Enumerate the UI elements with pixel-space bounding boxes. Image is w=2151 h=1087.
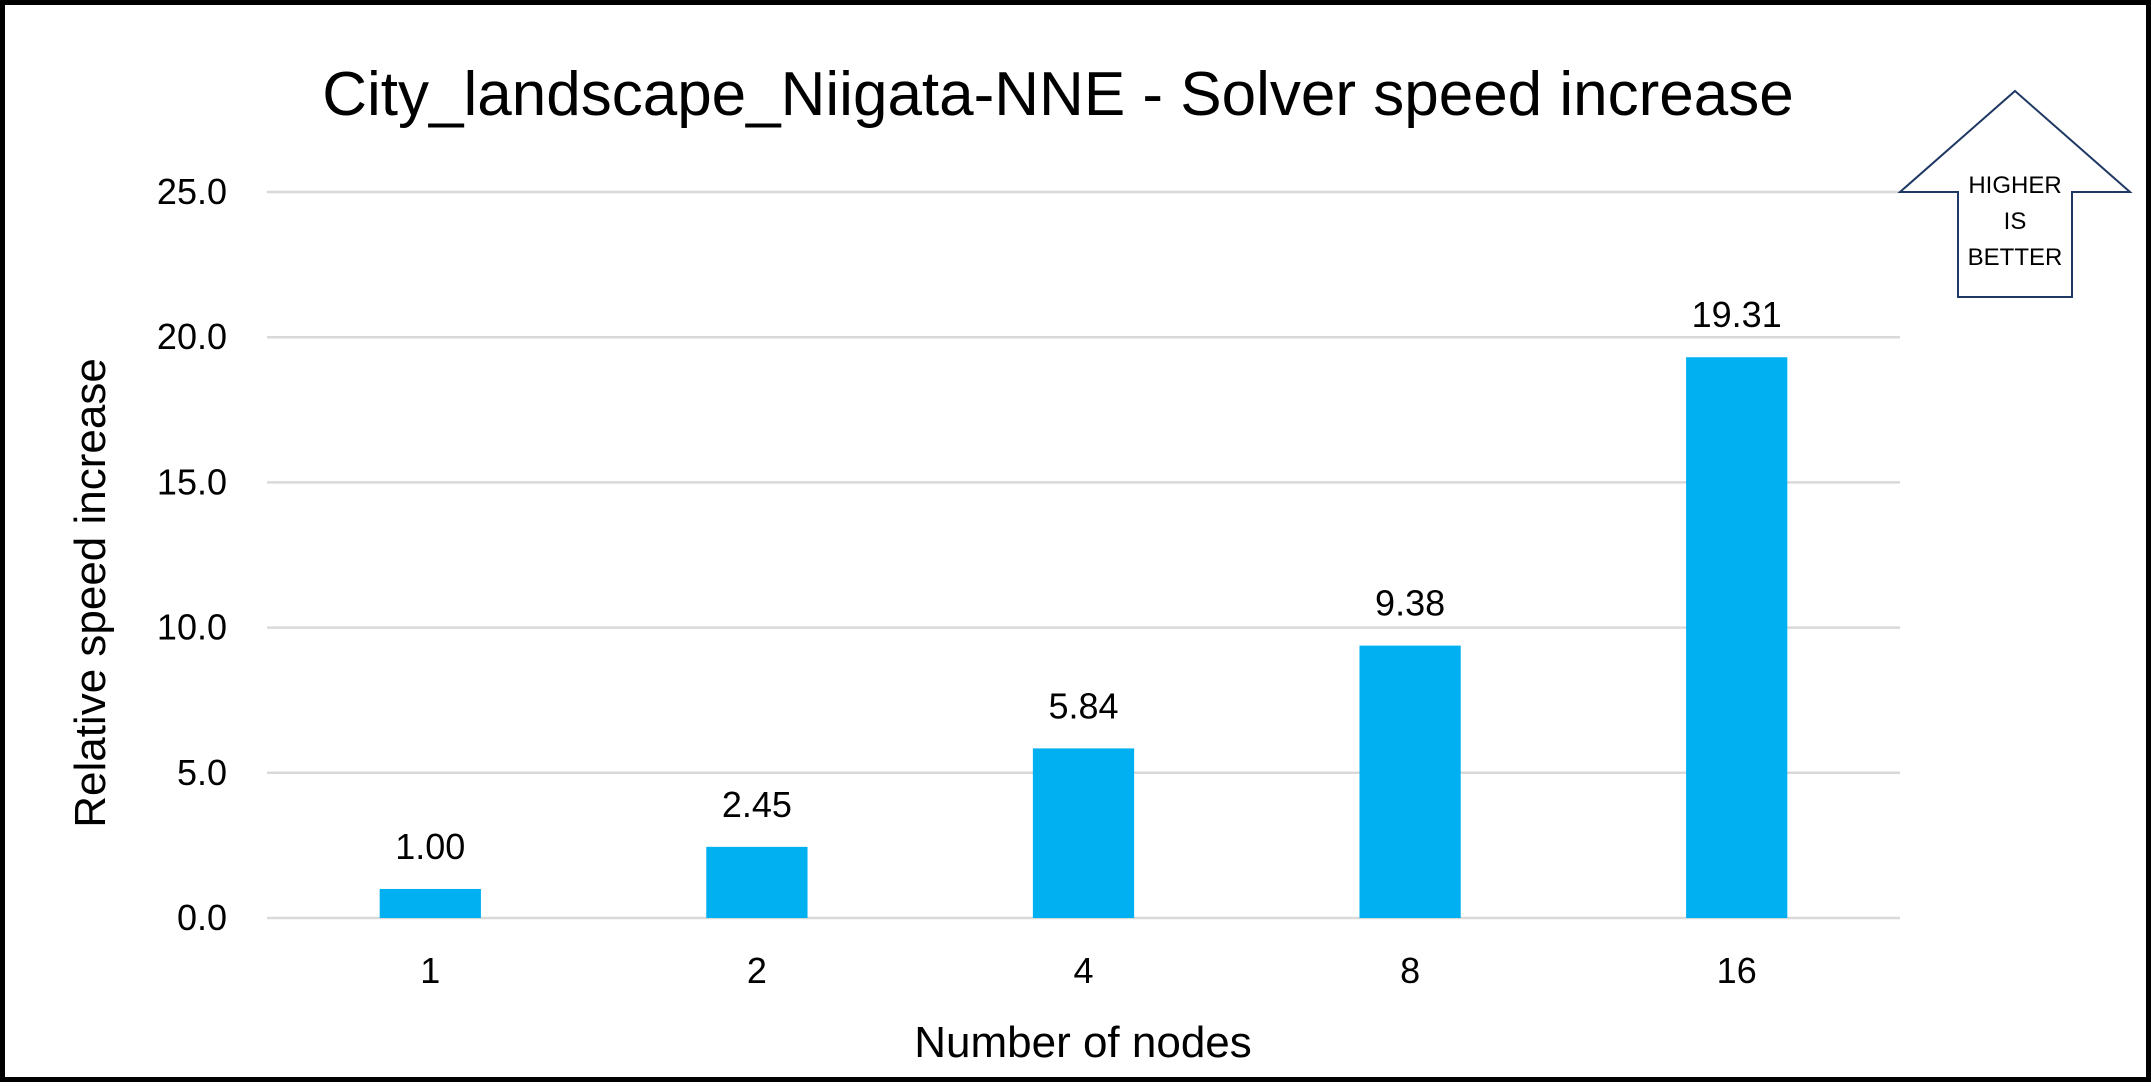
- bar-1: [379, 888, 481, 918]
- y-axis-title: Relative speed increase: [66, 358, 115, 828]
- data-label-1: 1.00: [395, 826, 465, 867]
- y-tick-label-2: 10.0: [157, 607, 227, 648]
- x-tick-label-1: 1: [420, 950, 440, 991]
- x-tick-label-16: 16: [1717, 950, 1757, 991]
- y-tick-label-3: 15.0: [157, 461, 227, 502]
- x-axis-tick-labels: 1 2 4 8 16: [420, 950, 1756, 991]
- badge-line-2: IS: [2004, 208, 2027, 235]
- x-tick-label-8: 8: [1400, 950, 1420, 991]
- y-tick-label-5: 25.0: [157, 171, 227, 212]
- y-tick-label-4: 20.0: [157, 316, 227, 357]
- bar-8: [1359, 645, 1461, 918]
- chart-title: City_landscape_Niigata-NNE - Solver spee…: [322, 60, 1794, 129]
- badge-line-3: BETTER: [1968, 244, 2063, 271]
- data-label-16: 19.31: [1692, 294, 1782, 335]
- data-label-2: 2.45: [722, 784, 792, 825]
- up-arrow-icon: [1897, 89, 2133, 298]
- bar-16: [1686, 357, 1788, 918]
- x-tick-label-2: 2: [747, 950, 767, 991]
- y-tick-label-0: 0.0: [177, 897, 227, 938]
- badge-line-1: HIGHER: [1968, 172, 2061, 199]
- x-tick-label-4: 4: [1073, 950, 1093, 991]
- bar-4: [1032, 748, 1135, 918]
- x-axis-title: Number of nodes: [914, 1018, 1252, 1067]
- data-labels: 1.00 2.45 5.84 9.38 19.31: [395, 294, 1781, 867]
- y-tick-label-1: 5.0: [177, 752, 227, 793]
- data-label-8: 9.38: [1375, 583, 1445, 624]
- bar-2: [706, 846, 808, 918]
- bar-chart: City_landscape_Niigata-NNE - Solver spee…: [66, 60, 2133, 1067]
- gridlines: [267, 190, 1900, 920]
- data-label-4: 5.84: [1048, 685, 1118, 726]
- y-axis-tick-labels: 0.0 5.0 10.0 15.0 20.0 25.0: [157, 171, 227, 938]
- higher-is-better-arrow: HIGHER IS BETTER: [1897, 89, 2133, 298]
- bars: [379, 357, 1788, 918]
